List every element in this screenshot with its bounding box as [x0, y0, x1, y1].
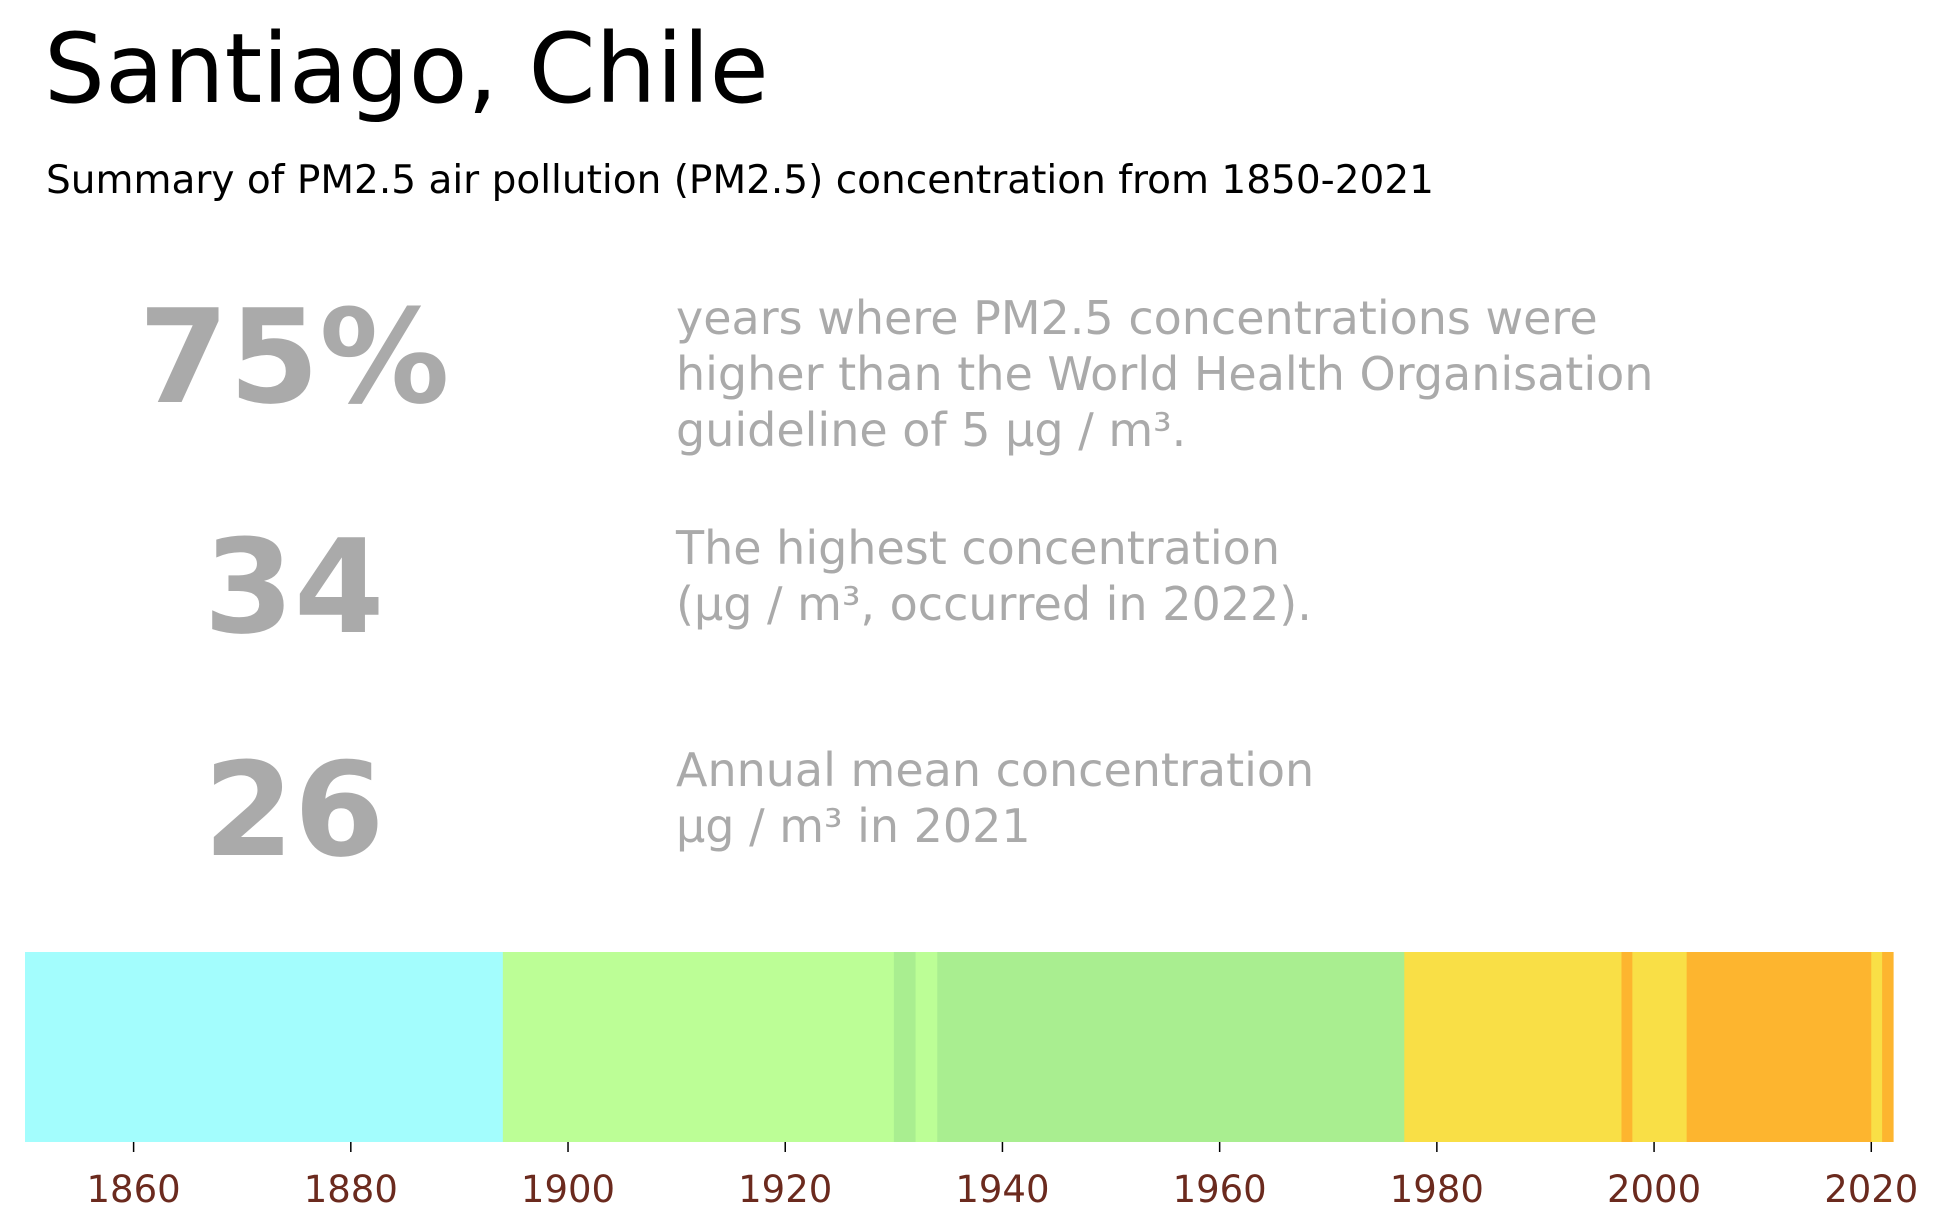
x-tick-label: 1980 [1390, 1168, 1484, 1211]
stat-description-highest: The highest concentration (μg / m³, occu… [676, 520, 1312, 632]
stripe-segment [25, 952, 504, 1142]
page-title: Santiago, Chile [44, 13, 769, 125]
stat-description-line: Annual mean concentration [676, 743, 1315, 797]
x-axis-ticks: 1860 1880 1900 1920 1940 1960 1980 2000 2020 [87, 1142, 1918, 1211]
x-tick-label: 2020 [1824, 1168, 1918, 1211]
page-subtitle: Summary of PM2.5 air pollution (PM2.5) c… [46, 158, 1434, 203]
x-tick-label: 1920 [738, 1168, 832, 1211]
stripe-segment [1632, 952, 1688, 1142]
stripe-segment [1882, 952, 1894, 1142]
stripe-segment [915, 952, 938, 1142]
x-tick-label: 1880 [304, 1168, 398, 1211]
stat-description-line: guideline of 5 μg / m³. [676, 403, 1187, 457]
stat-description-line: higher than the World Health Organisatio… [676, 347, 1654, 401]
x-tick-label: 1860 [87, 1168, 181, 1211]
stat-description-line: (μg / m³, occurred in 2022). [676, 577, 1312, 631]
stripe-segment [1871, 952, 1883, 1142]
stripe-segment [1621, 952, 1633, 1142]
stat-description-line: The highest concentration [676, 521, 1280, 575]
stripe-segment [937, 952, 1405, 1142]
x-tick-label: 1900 [521, 1168, 615, 1211]
stripe-segment [893, 952, 917, 1142]
x-tick-label: 1960 [1173, 1168, 1267, 1211]
stat-value-highest: 34 [203, 511, 385, 663]
stripe-segments [25, 952, 1894, 1142]
stat-value-exceedance: 75% [138, 281, 450, 433]
x-tick-label: 2000 [1607, 1168, 1701, 1211]
stripe-segment [1404, 952, 1623, 1142]
stat-description-annual-mean: Annual mean concentration μg / m³ in 202… [676, 742, 1314, 854]
stat-description-line: μg / m³ in 2021 [676, 799, 1031, 853]
x-tick-label: 1940 [955, 1168, 1049, 1211]
stat-description-exceedance: years where PM2.5 concentrations were hi… [676, 290, 1653, 458]
stat-value-annual-mean: 26 [203, 734, 385, 886]
stripe-segment [1686, 952, 1872, 1142]
stat-description-line: years where PM2.5 concentrations were [676, 291, 1598, 345]
stripe-segment [502, 952, 895, 1142]
